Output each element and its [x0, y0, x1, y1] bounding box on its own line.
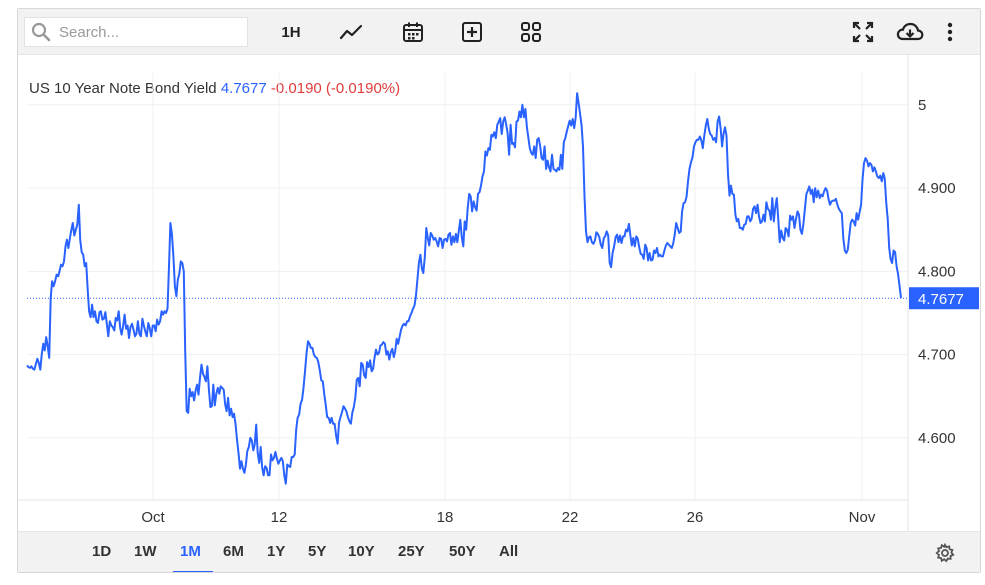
range-button-10y[interactable]: 10Y	[348, 543, 375, 560]
y-tick-label: 4.900	[918, 180, 956, 197]
range-button-1d[interactable]: 1D	[92, 543, 112, 560]
chart-header: US 10 Year Note Bond Yield 4.7677 -0.019…	[29, 80, 400, 97]
chart-widget: 1H	[17, 8, 981, 573]
change-value: -0.0190 (-0.0190%)	[270, 80, 401, 97]
x-tick-label: 18	[437, 509, 454, 526]
x-tick-label: 12	[271, 509, 288, 526]
y-tick-label: 4.600	[918, 430, 956, 447]
toolbar: 1H	[18, 9, 980, 55]
x-tick-label: Oct	[141, 509, 165, 526]
range-button-6m[interactable]: 6M	[223, 543, 244, 560]
active-range-underline	[173, 571, 213, 572]
last-value-tag	[909, 287, 979, 310]
cloud-download-icon[interactable]	[893, 18, 927, 46]
range-button-1m[interactable]: 1M	[180, 543, 201, 560]
range-button-1y[interactable]: 1Y	[267, 543, 286, 560]
y-tick-label: 5	[918, 97, 926, 114]
more-vertical-icon[interactable]	[940, 18, 960, 46]
calendar-icon[interactable]	[398, 18, 428, 46]
range-bar: 1D 1W 1M 6M 1Y 5Y 10Y 25Y 50Y All	[18, 531, 980, 572]
search-input[interactable]	[57, 22, 241, 42]
add-box-icon[interactable]	[457, 18, 487, 46]
x-tick-label: 22	[562, 509, 579, 526]
range-button-50y[interactable]: 50Y	[449, 543, 476, 560]
line-chart-icon[interactable]	[336, 18, 366, 46]
x-tick-label: Nov	[849, 509, 876, 526]
y-tick-label: 4.700	[918, 347, 956, 364]
series-line	[26, 92, 902, 485]
range-button-1w[interactable]: 1W	[134, 543, 157, 560]
gear-icon[interactable]	[935, 542, 955, 568]
search-icon	[31, 22, 51, 42]
range-button-25y[interactable]: 25Y	[398, 543, 425, 560]
interval-button[interactable]: 1H	[281, 23, 301, 41]
x-tick-label: 26	[687, 509, 704, 526]
range-button-all[interactable]: All	[499, 543, 519, 560]
grid-icon[interactable]	[516, 18, 546, 46]
y-tick-label: 4.800	[918, 263, 956, 280]
fullscreen-icon[interactable]	[848, 18, 878, 46]
search-box[interactable]	[24, 17, 248, 47]
last-value-tag-label: 4.7677	[918, 291, 964, 308]
last-value: 4.7677	[220, 80, 267, 97]
range-button-5y[interactable]: 5Y	[308, 543, 327, 560]
instrument-name: US 10 Year Note Bond Yield	[29, 80, 217, 97]
